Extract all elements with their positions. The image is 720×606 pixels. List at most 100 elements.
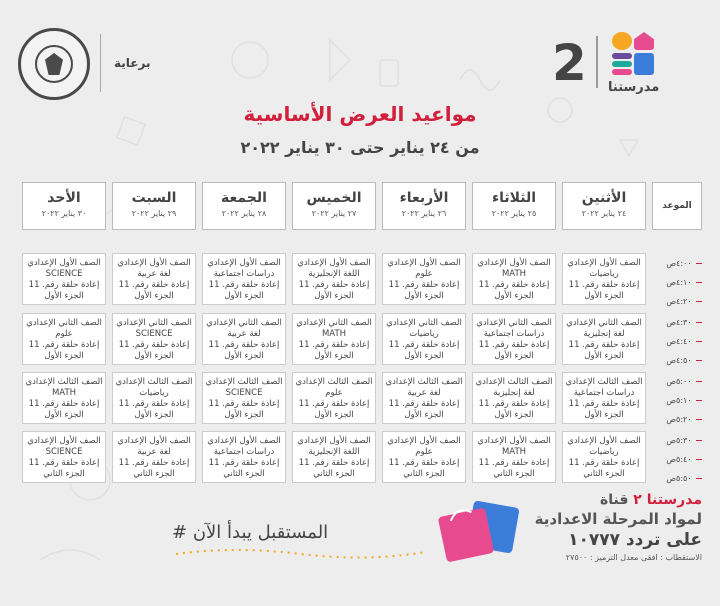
cell-line: الجزء الأول <box>44 410 84 420</box>
cell-line: الصف الثاني الإعدادي <box>476 318 552 328</box>
sponsor-label: برعاية <box>114 56 151 70</box>
cell-line: الصف الثاني الإعدادي <box>296 318 372 328</box>
cell-line: SCIENCE <box>135 329 173 339</box>
schedule-cell: الصف الثالث الإعدادي لغة إنجليزية إعادة حل… <box>472 372 556 424</box>
day-date: ٢٧ يناير ٢٠٢٢ <box>311 209 357 218</box>
cell-line: إعادة حلقة رقم. 11 <box>388 399 460 409</box>
schedule-cell: الصف الأول الإعدادي رياضيات إعادة حلقة رقم… <box>562 431 646 483</box>
day-date: ٢٨ يناير ٢٠٢٢ <box>221 209 267 218</box>
cell-line: الصف الثاني الإعدادي <box>116 318 192 328</box>
cell-line: إعادة حلقة رقم. 11 <box>208 399 280 409</box>
cell-line: الجزء الأول <box>314 291 354 301</box>
schedule-cell: الصف الأول الإعدادي دراسات اجتماعية إعادة … <box>202 253 286 305</box>
cell-line: إعادة حلقة رقم. 11 <box>28 280 100 290</box>
time-slot: ٤:٤٠ص <box>656 334 702 350</box>
schedule-cell: الصف الثاني الإعدادي MATH إعادة حلقة رقم. … <box>292 313 376 365</box>
cell-line: الصف الأول الإعدادي <box>207 258 281 268</box>
cell-line: إعادة حلقة رقم. 11 <box>208 280 280 290</box>
cell-line: الصف الثاني الإعدادي <box>26 318 102 328</box>
schedule-cell: الصف الثالث الإعدادي علوم إعادة حلقة رقم. … <box>292 372 376 424</box>
cell-line: الجزء الأول <box>584 410 624 420</box>
cell-line: الصف الثاني الإعدادي <box>206 318 282 328</box>
cell-line: الجزء الأول <box>44 351 84 361</box>
cell-line: اللغة الإنجليزية <box>308 447 360 457</box>
schedule-cell: الصف الأول الإعدادي لغة عربية إعادة حلقة ر… <box>112 431 196 483</box>
cell-line: الجزء الثاني <box>43 469 85 479</box>
schedule-cell: الصف الثاني الإعدادي علوم إعادة حلقة رقم. … <box>22 313 106 365</box>
cell-line: الجزء الأول <box>494 410 534 420</box>
channel-number: 2 <box>552 34 587 92</box>
cell-line: إعادة حلقة رقم. 11 <box>388 280 460 290</box>
cell-line: الصف الأول الإعدادي <box>567 436 641 446</box>
day-header: الأثنين ٢٤ يناير ٢٠٢٢ <box>562 182 646 230</box>
day-date: ٢٤ يناير ٢٠٢٢ <box>581 209 627 218</box>
day-header: الثلاثاء ٢٥ يناير ٢٠٢٢ <box>472 182 556 230</box>
schedule-cell: الصف الأول الإعدادي SCIENCE إعادة حلقة رقم… <box>22 253 106 305</box>
hashtag-slogan: # المستقبل يبدأ الآن <box>172 522 329 543</box>
time-slot: ٤:٥٠ص <box>656 353 702 369</box>
cell-line: الصف الثالث الإعدادي <box>115 377 193 387</box>
cell-line: إعادة حلقة رقم. 11 <box>28 458 100 468</box>
cell-line: الصف الثالث الإعدادي <box>25 377 103 387</box>
logo-divider <box>100 34 101 92</box>
time-slot: ٤:٣٠ص <box>656 315 702 331</box>
schedule-cell: الصف الثاني الإعدادي دراسات اجتماعية إعادة… <box>472 313 556 365</box>
cell-line: إعادة حلقة رقم. 11 <box>118 340 190 350</box>
day-date: ٣٠ يناير ٢٠٢٢ <box>41 209 87 218</box>
time-column-header: الموعد <box>652 182 702 230</box>
cell-line: الجزء الأول <box>314 410 354 420</box>
cell-line: الجزء الأول <box>404 291 444 301</box>
cell-line: علوم <box>55 329 73 339</box>
cell-line: الصف الأول الإعدادي <box>297 258 371 268</box>
schedule-cell: الصف الثالث الإعدادي رياضيات إعادة حلقة رق… <box>112 372 196 424</box>
logo-divider <box>596 36 598 88</box>
cell-line: الجزء الأول <box>584 291 624 301</box>
schedule-cell: الصف الثالث الإعدادي لغة عربية إعادة حلقة … <box>382 372 466 424</box>
cell-line: إعادة حلقة رقم. 11 <box>478 458 550 468</box>
cell-line: لغة عربية <box>407 388 441 398</box>
time-slot: ٥:١٠ص <box>656 393 702 409</box>
channel-frequency: على تردد ١٠٧٧٧ <box>568 530 702 550</box>
time-slot: ٥:٠٠ص <box>656 374 702 390</box>
cell-line: الجزء الأول <box>584 351 624 361</box>
cell-line: الجزء الثاني <box>583 469 625 479</box>
cell-line: إعادة حلقة رقم. 11 <box>568 280 640 290</box>
day-date: ٢٩ يناير ٢٠٢٢ <box>131 209 177 218</box>
cell-line: لغة عربية <box>137 269 171 279</box>
cell-line: لغة إنجليزية <box>583 329 625 339</box>
channel-subject: لمواد المرحلة الاعدادية <box>534 510 702 528</box>
schedule-cell: الصف الأول الإعدادي رياضيات إعادة حلقة رقم… <box>562 253 646 305</box>
cell-line: إعادة حلقة رقم. 11 <box>208 458 280 468</box>
cell-line: الجزء الثاني <box>493 469 535 479</box>
day-header: الخميس ٢٧ يناير ٢٠٢٢ <box>292 182 376 230</box>
cell-line: إعادة حلقة رقم. 11 <box>298 399 370 409</box>
cell-line: الصف الثالث الإعدادي <box>205 377 283 387</box>
cell-line: إعادة حلقة رقم. 11 <box>118 399 190 409</box>
cell-line: الجزء الأول <box>404 410 444 420</box>
dotted-line-decoration <box>176 549 426 559</box>
eagle-icon <box>45 53 63 75</box>
cell-line: الجزء الثاني <box>403 469 445 479</box>
cell-line: دراسات اجتماعية <box>573 388 635 398</box>
time-slot: ٤:١٠ص <box>656 275 702 291</box>
cell-line: الصف الثالث الإعدادي <box>475 377 553 387</box>
cell-line: الجزء الأول <box>314 351 354 361</box>
cell-line: الجزء الأول <box>134 291 174 301</box>
cell-line: الصف الأول الإعدادي <box>117 436 191 446</box>
cell-line: الصف الثالث الإعدادي <box>295 377 373 387</box>
time-slot: ٤:٠٠ص <box>656 256 702 272</box>
page-title: مواعيد العرض الأساسية <box>243 102 477 126</box>
cell-line: الصف الثالث الإعدادي <box>385 377 463 387</box>
cell-line: الصف الأول الإعدادي <box>477 258 551 268</box>
schedule-cell: الصف الأول الإعدادي اللغة الإنجليزية إعادة… <box>292 253 376 305</box>
day-name: الأربعاء <box>399 190 449 206</box>
cell-line: الجزء الأول <box>494 291 534 301</box>
cell-line: إعادة حلقة رقم. 11 <box>28 340 100 350</box>
time-slot: ٥:٣٠ص <box>656 433 702 449</box>
schedule-cell: الصف الثاني الإعدادي رياضيات إعادة حلقة رق… <box>382 313 466 365</box>
ministry-logo: برعاية <box>18 28 178 100</box>
cell-line: MATH <box>321 329 347 339</box>
cell-line: الصف الأول الإعدادي <box>27 258 101 268</box>
page-subtitle: من ٢٤ يناير حتى ٣٠ يناير ٢٠٢٢ <box>240 138 480 157</box>
cell-line: رياضيات <box>139 388 169 398</box>
